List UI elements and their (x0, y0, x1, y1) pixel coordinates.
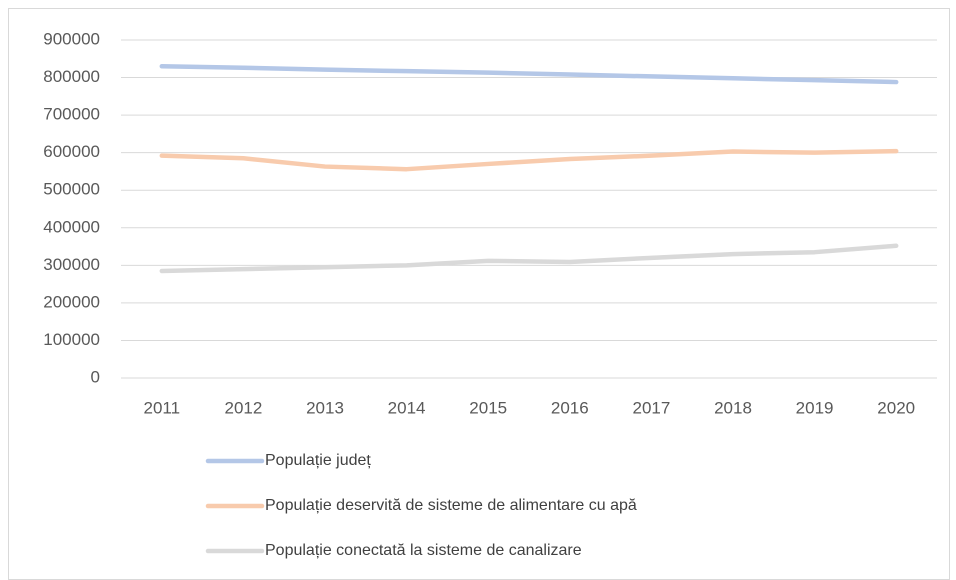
y-tick-label: 700000 (43, 105, 100, 124)
x-tick-label: 2012 (224, 398, 262, 417)
y-tick-label: 0 (91, 367, 100, 386)
legend-label: Populație județ (265, 452, 371, 469)
legend-label: Populație conectată la sisteme de canali… (265, 542, 582, 559)
x-tick-label: 2017 (632, 398, 670, 417)
series-line (159, 64, 899, 85)
y-tick-label: 200000 (43, 292, 100, 311)
y-tick-label: 800000 (43, 67, 100, 86)
x-tick-label: 2020 (877, 398, 915, 417)
y-tick-label: 900000 (43, 29, 100, 48)
x-tick-label: 2019 (796, 398, 834, 417)
y-tick-label: 600000 (43, 142, 100, 161)
x-tick-label: 2016 (551, 398, 589, 417)
x-tick-label: 2013 (306, 398, 344, 417)
x-tick-label: 2011 (144, 398, 181, 417)
y-tick-label: 100000 (43, 330, 100, 349)
series-line (159, 243, 899, 274)
x-tick-label: 2014 (388, 398, 426, 417)
legend-label: Populație deservită de sisteme de alimen… (265, 497, 637, 514)
y-tick-label: 500000 (43, 180, 100, 199)
chart-frame (8, 8, 950, 580)
x-tick-label: 2015 (469, 398, 507, 417)
x-tick-label: 2018 (714, 398, 752, 417)
y-tick-label: 300000 (43, 255, 100, 274)
series-line (159, 148, 899, 172)
y-tick-label: 400000 (43, 217, 100, 236)
